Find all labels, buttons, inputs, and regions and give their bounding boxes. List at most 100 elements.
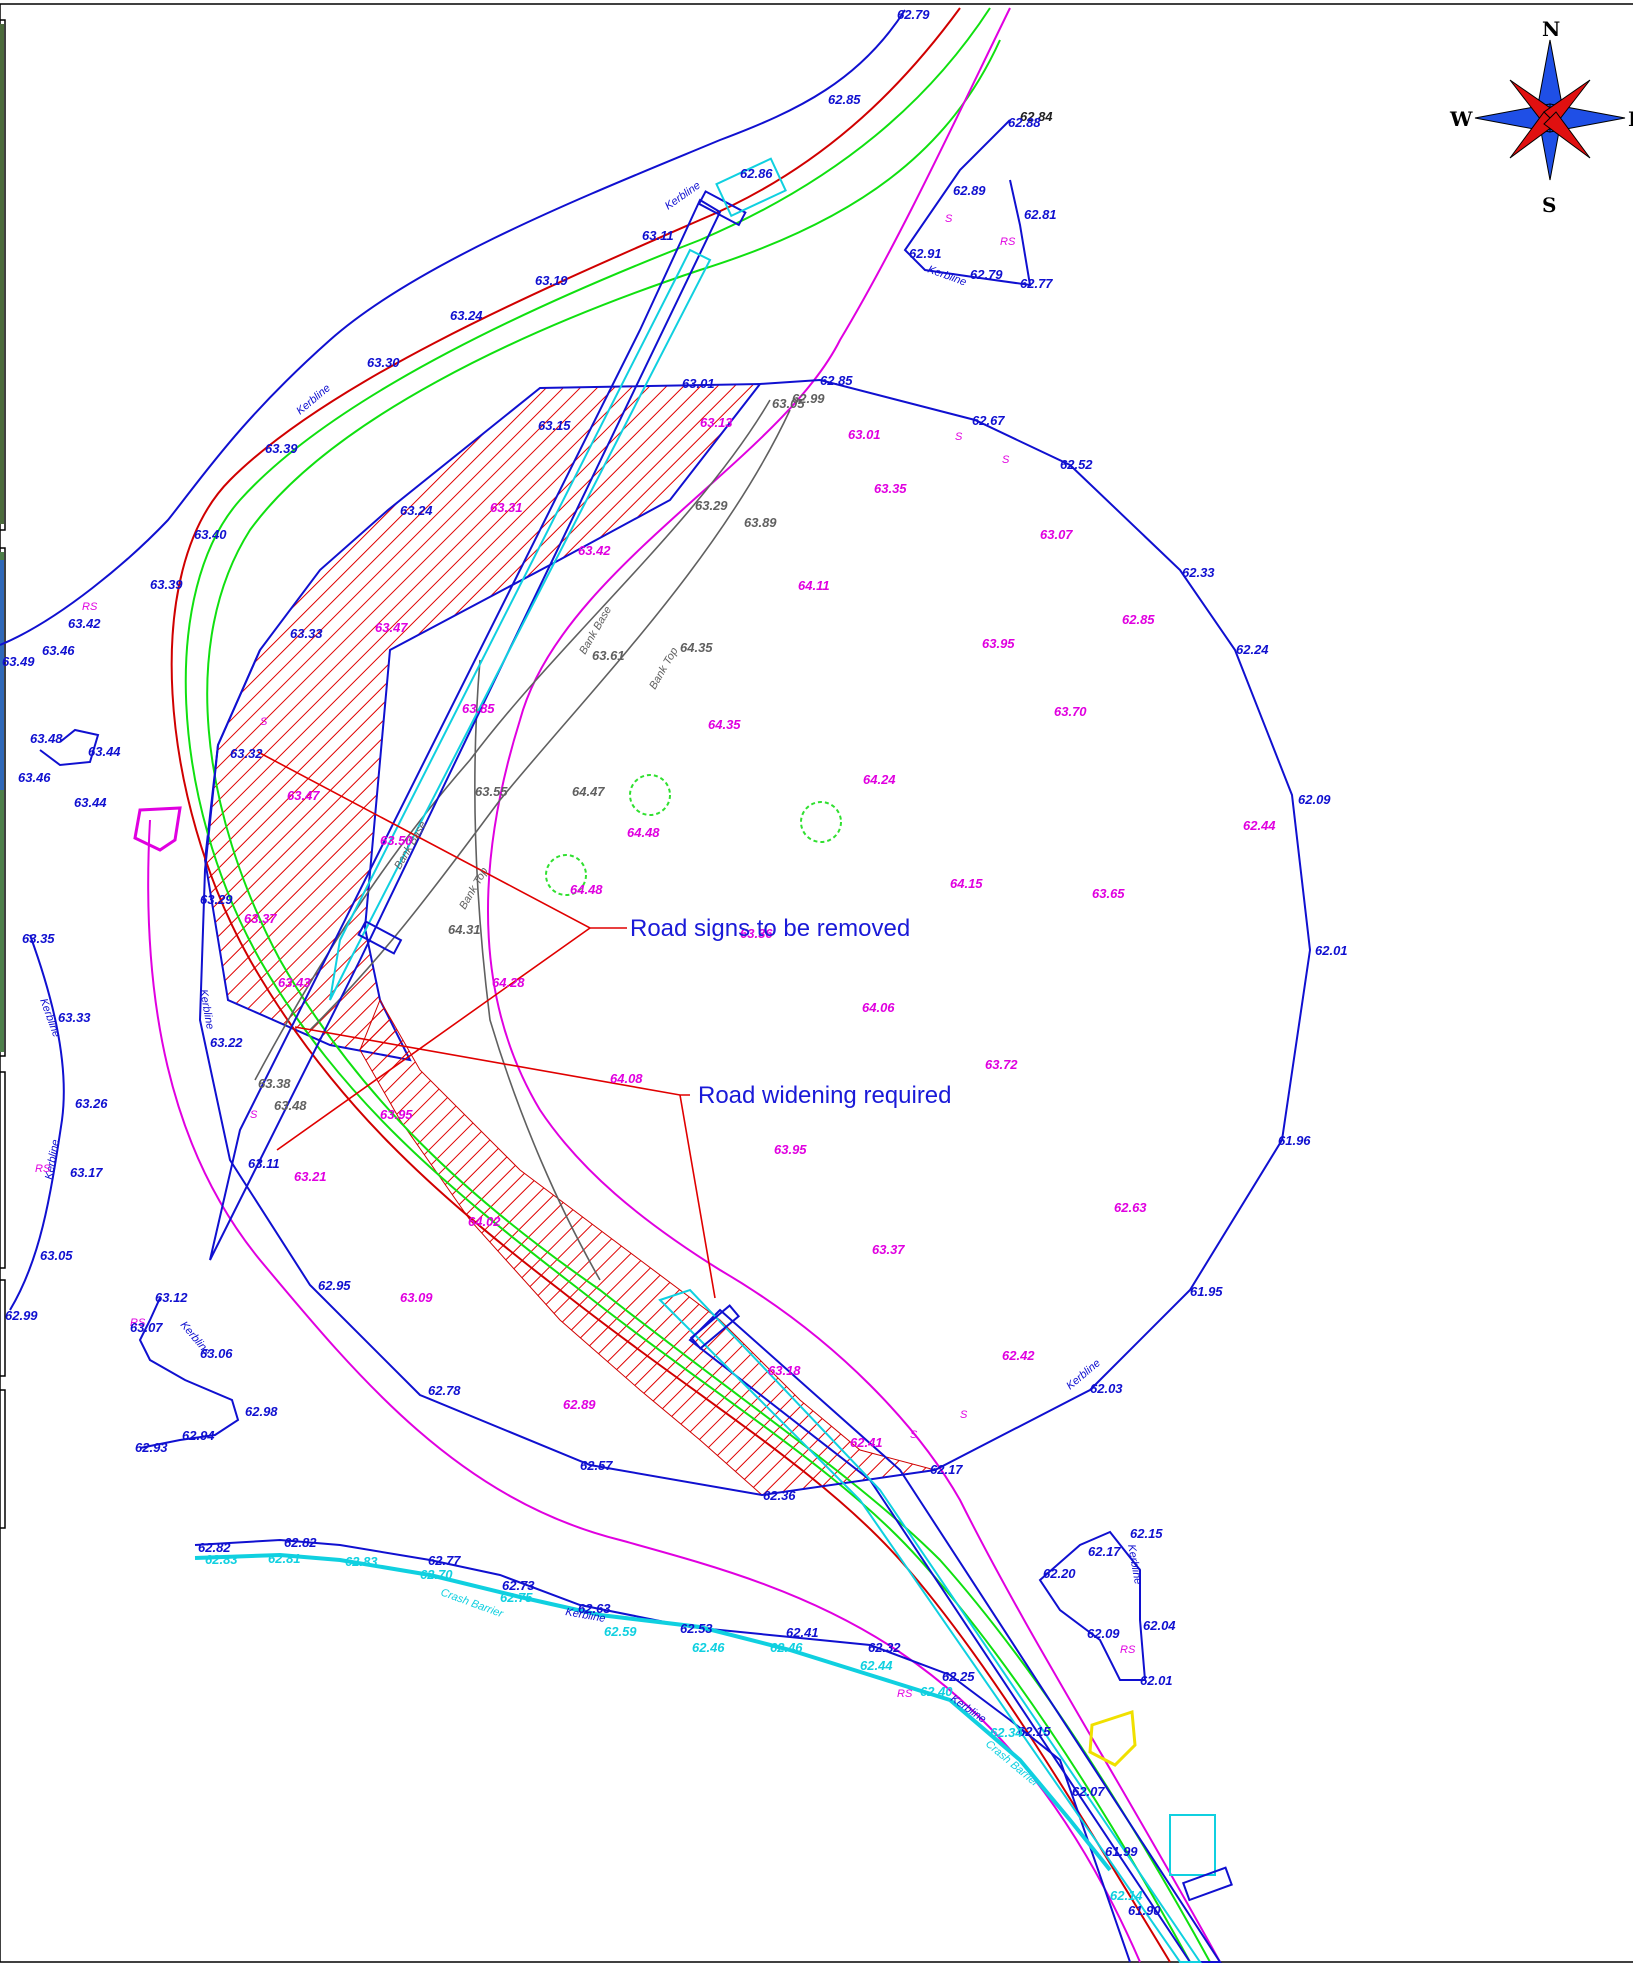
spot-level: 62.15 bbox=[1018, 1724, 1051, 1739]
crash-barrier-tag: Crash Barrier bbox=[983, 1738, 1042, 1790]
bank-top-tag: Bank Top bbox=[457, 866, 490, 912]
roundabout-boundary bbox=[198, 378, 1312, 1497]
spot-level: 62.88 bbox=[1008, 115, 1041, 130]
spot-level: 61.99 bbox=[1105, 1844, 1138, 1859]
kerbline-tag: Kerbline bbox=[948, 1693, 988, 1726]
callout-leaders bbox=[257, 751, 716, 1299]
spot-level: 63.32 bbox=[230, 746, 263, 761]
callout-road-signs-removed: Road signs to be removed bbox=[630, 915, 910, 942]
spot-level: 64.28 bbox=[492, 975, 525, 990]
spot-level: 63.55 bbox=[475, 784, 508, 799]
spot-level: 62.59 bbox=[604, 1624, 637, 1639]
spot-level: 62.01 bbox=[1140, 1673, 1173, 1688]
spot-level: 63.42 bbox=[68, 616, 101, 631]
kerbline-west bbox=[0, 9, 906, 646]
centreline-red bbox=[170, 7, 1171, 1963]
spot-level: 62.98 bbox=[245, 1404, 278, 1419]
spot-level: 63.01 bbox=[682, 376, 715, 391]
verge-magenta-west bbox=[147, 819, 1141, 1963]
spot-level: 62.01 bbox=[1315, 943, 1348, 958]
spot-level: 63.39 bbox=[150, 577, 183, 592]
callout-road-widening: Road widening required bbox=[698, 1082, 952, 1109]
spot-level: 63.40 bbox=[194, 527, 227, 542]
verge-magenta bbox=[486, 7, 1221, 1963]
sign-tag: S bbox=[260, 716, 268, 728]
kerbline-tag: Kerbline bbox=[294, 382, 333, 417]
spot-level: 64.08 bbox=[610, 1071, 643, 1086]
spot-level: 62.94 bbox=[182, 1428, 215, 1443]
marker-magenta-icon bbox=[133, 806, 182, 852]
spot-level: 62.79 bbox=[970, 267, 1003, 282]
spot-level: 63.29 bbox=[695, 498, 728, 513]
spot-level: 62.17 bbox=[930, 1462, 963, 1477]
spot-level: 63.31 bbox=[490, 500, 523, 515]
spot-level: 61.95 bbox=[1190, 1284, 1223, 1299]
road-sign-tag: RS bbox=[82, 601, 98, 613]
spot-level: 63.12 bbox=[155, 1290, 188, 1305]
spot-level: 62.15 bbox=[1130, 1526, 1163, 1541]
spot-level: 64.02 bbox=[468, 1214, 501, 1229]
spot-level: 63.26 bbox=[75, 1096, 108, 1111]
drawing-frame bbox=[0, 3, 1633, 1963]
spot-level: 63.09 bbox=[400, 1290, 433, 1305]
kerbline-tag: Kerbline bbox=[926, 264, 968, 289]
spot-level: 63.15 bbox=[538, 418, 571, 433]
widening-area-lower bbox=[359, 998, 936, 1496]
spot-level: 63.44 bbox=[74, 795, 107, 810]
spot-level: 63.13 bbox=[700, 415, 733, 430]
spot-level: 63.33 bbox=[290, 626, 323, 641]
spot-level: 62.81 bbox=[1024, 207, 1057, 222]
spot-level: 63.95 bbox=[774, 1142, 807, 1157]
spot-level: 63.11 bbox=[642, 228, 674, 243]
spot-level: 63.38 bbox=[258, 1076, 291, 1091]
spot-level: 63.29 bbox=[200, 892, 233, 907]
sign-tag: S bbox=[1002, 454, 1010, 466]
left-title-block bbox=[0, 19, 6, 1529]
spot-level: 62.83 bbox=[205, 1552, 238, 1567]
spot-level: 62.79 bbox=[897, 7, 930, 22]
spot-level: 63.05 bbox=[40, 1248, 73, 1263]
spot-level: 63.01 bbox=[848, 427, 881, 442]
tree-icon bbox=[629, 774, 671, 816]
spot-level: 62.34 bbox=[990, 1725, 1023, 1740]
spot-level: 63.61 bbox=[592, 648, 625, 663]
spot-level: 62.20 bbox=[1043, 1566, 1076, 1581]
road-lines bbox=[0, 7, 1312, 1963]
spot-level: 63.24 bbox=[450, 308, 483, 323]
spot-level: 63.07 bbox=[1040, 527, 1073, 542]
spot-level: 62.04 bbox=[1143, 1618, 1176, 1633]
spot-level: 62.09 bbox=[1087, 1626, 1120, 1641]
spot-level: 62.24 bbox=[1236, 642, 1269, 657]
spot-level: 62.14 bbox=[1110, 1888, 1143, 1903]
spot-level: 62.78 bbox=[428, 1383, 461, 1398]
spot-level: 62.83 bbox=[345, 1554, 378, 1569]
spot-level: 63.42 bbox=[578, 543, 611, 558]
spot-level: 63.95 bbox=[982, 636, 1015, 651]
spot-level: 62.25 bbox=[942, 1669, 975, 1684]
marker-yellow-icon bbox=[1088, 1709, 1137, 1767]
spot-level: 63.48 bbox=[274, 1098, 307, 1113]
spot-level: 62.99 bbox=[792, 391, 825, 406]
tree-icon bbox=[800, 801, 842, 843]
spot-level: 62.85 bbox=[820, 373, 853, 388]
spot-level: 63.33 bbox=[58, 1010, 91, 1025]
photo-thumbnails bbox=[0, 24, 4, 1052]
bank-top-tag: Bank Top bbox=[647, 646, 680, 692]
compass-west-label: W bbox=[1449, 107, 1473, 131]
kerbline-tag: Kerbline bbox=[1125, 1543, 1144, 1585]
spot-level: 63.18 bbox=[768, 1363, 801, 1378]
north-arrow-icon: N S W E bbox=[1449, 17, 1633, 217]
spot-level: 62.03 bbox=[1090, 1381, 1123, 1396]
road-edge-green-2 bbox=[206, 39, 1211, 1963]
road-sign-tag: RS bbox=[130, 1317, 146, 1329]
spot-level: 61.96 bbox=[1278, 1133, 1311, 1148]
spot-level: 63.11 bbox=[248, 1156, 280, 1171]
spot-level: 63.70 bbox=[1054, 704, 1087, 719]
spot-level: 62.63 bbox=[1114, 1200, 1147, 1215]
spot-level: 63.47 bbox=[375, 620, 408, 635]
kerbline-island-ne bbox=[903, 119, 1032, 287]
spot-level: 62.85 bbox=[1122, 612, 1155, 627]
spot-level: 64.11 bbox=[798, 578, 830, 593]
sign-tag: S bbox=[945, 213, 953, 225]
